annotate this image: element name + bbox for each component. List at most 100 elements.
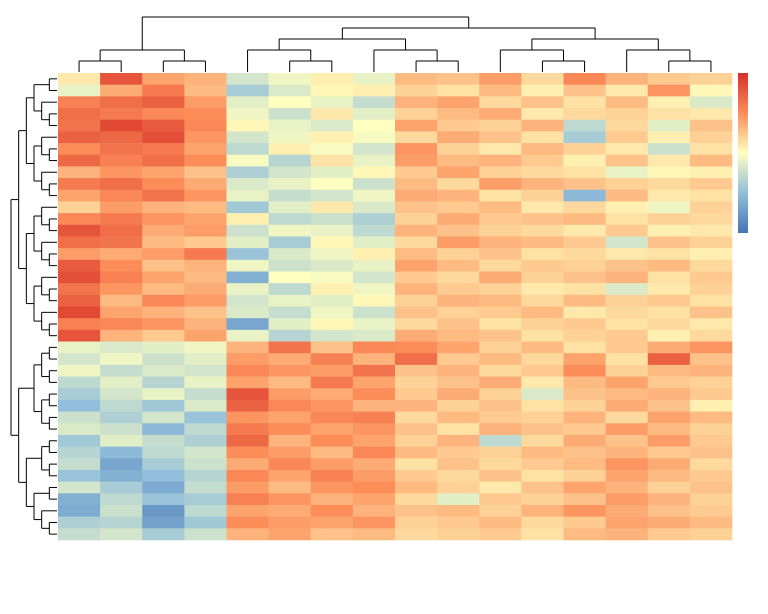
heatmap-cell: [437, 294, 480, 307]
heatmap-cell: [352, 224, 396, 237]
heatmap-cell: [479, 178, 522, 191]
heatmap-cell: [647, 259, 691, 272]
heatmap-cell: [310, 469, 354, 482]
heatmap-cell: [352, 131, 396, 144]
heatmap-cell: [310, 166, 354, 179]
heatmap-cell: [521, 446, 564, 459]
heatmap-cell: [605, 154, 649, 167]
heatmap-cell: [58, 341, 101, 354]
heatmap-cell: [437, 458, 480, 471]
heatmap-cell: [647, 166, 691, 179]
heatmap-cell: [689, 306, 733, 319]
heatmap-cell: [521, 341, 564, 354]
heatmap-cell: [58, 143, 101, 156]
heatmap-cell: [268, 259, 312, 272]
heatmap-cell: [268, 446, 312, 459]
heatmap-cell: [479, 493, 522, 506]
heatmap-cell: [184, 96, 227, 109]
heatmap-cell: [100, 201, 143, 214]
heatmap-cell: [100, 96, 143, 109]
heatmap-cell: [479, 166, 522, 179]
heatmap-cell: [310, 84, 354, 97]
heatmap-cell: [479, 458, 522, 471]
heatmap-cell: [605, 446, 649, 459]
heatmap-cell: [689, 166, 733, 179]
heatmap-cell: [689, 224, 733, 237]
heatmap-cell: [310, 481, 354, 494]
heatmap-cell: [100, 294, 143, 307]
heatmap-cell: [58, 493, 101, 506]
heatmap-cell: [689, 329, 733, 342]
heatmap-cell: [647, 283, 691, 296]
heatmap-cell: [521, 516, 564, 529]
heatmap-cells: [58, 73, 733, 541]
heatmap-cell: [521, 143, 564, 156]
heatmap-cell: [268, 294, 312, 307]
heatmap-cell: [58, 481, 101, 494]
heatmap-cell: [563, 411, 606, 424]
heatmap-cell: [100, 481, 143, 494]
heatmap-cell: [100, 528, 143, 541]
heatmap-cell: [395, 189, 438, 202]
heatmap-cell: [521, 434, 564, 447]
heatmap-cell: [395, 224, 438, 237]
heatmap-cell: [563, 434, 606, 447]
heatmap-cell: [226, 528, 269, 541]
heatmap-cell: [521, 364, 564, 377]
heatmap-cell: [310, 341, 354, 354]
heatmap-cell: [521, 131, 564, 144]
heatmap-cell: [352, 341, 396, 354]
heatmap-cell: [563, 271, 606, 284]
heatmap-cell: [226, 189, 269, 202]
heatmap-cell: [142, 96, 185, 109]
heatmap-cell: [479, 108, 522, 120]
heatmap-cell: [184, 143, 227, 156]
heatmap-cell: [100, 388, 143, 401]
heatmap-cell: [605, 294, 649, 307]
heatmap-cell: [184, 84, 227, 97]
heatmap-cell: [58, 353, 101, 366]
heatmap-cell: [352, 178, 396, 191]
heatmap-cell: [100, 399, 143, 412]
heatmap-cell: [395, 271, 438, 284]
heatmap-cell: [647, 189, 691, 202]
heatmap-cell: [268, 283, 312, 296]
heatmap-cell: [689, 481, 733, 494]
heatmap-cell: [563, 493, 606, 506]
heatmap-cell: [142, 434, 185, 447]
heatmap-cell: [395, 481, 438, 494]
heatmap-cell: [226, 329, 269, 342]
heatmap-cell: [689, 469, 733, 482]
heatmap-cell: [521, 294, 564, 307]
heatmap-cell: [310, 236, 354, 249]
heatmap-cell: [689, 411, 733, 424]
heatmap-cell: [268, 84, 312, 97]
heatmap-cell: [689, 504, 733, 517]
heatmap-cell: [479, 364, 522, 377]
heatmap-cell: [605, 166, 649, 179]
heatmap-cell: [479, 481, 522, 494]
heatmap-cell: [268, 353, 312, 366]
heatmap-cell: [395, 388, 438, 401]
heatmap-cell: [352, 236, 396, 249]
heatmap-cell: [142, 446, 185, 459]
heatmap-cell: [521, 236, 564, 249]
heatmap-cell: [647, 434, 691, 447]
heatmap-cell: [563, 376, 606, 389]
heatmap-cell: [142, 423, 185, 436]
heatmap-cell: [268, 154, 312, 167]
heatmap-cell: [521, 178, 564, 191]
heatmap-cell: [479, 353, 522, 366]
heatmap-cell: [689, 143, 733, 156]
heatmap-cell: [605, 423, 649, 436]
heatmap-cell: [310, 528, 354, 541]
heatmap-cell: [437, 143, 480, 156]
heatmap-cell: [226, 259, 269, 272]
heatmap-cell: [184, 469, 227, 482]
heatmap-cell: [310, 423, 354, 436]
heatmap-cell: [563, 119, 606, 132]
heatmap-cell: [395, 84, 438, 97]
heatmap-cell: [437, 306, 480, 319]
heatmap-cell: [100, 236, 143, 249]
heatmap-cell: [395, 458, 438, 471]
